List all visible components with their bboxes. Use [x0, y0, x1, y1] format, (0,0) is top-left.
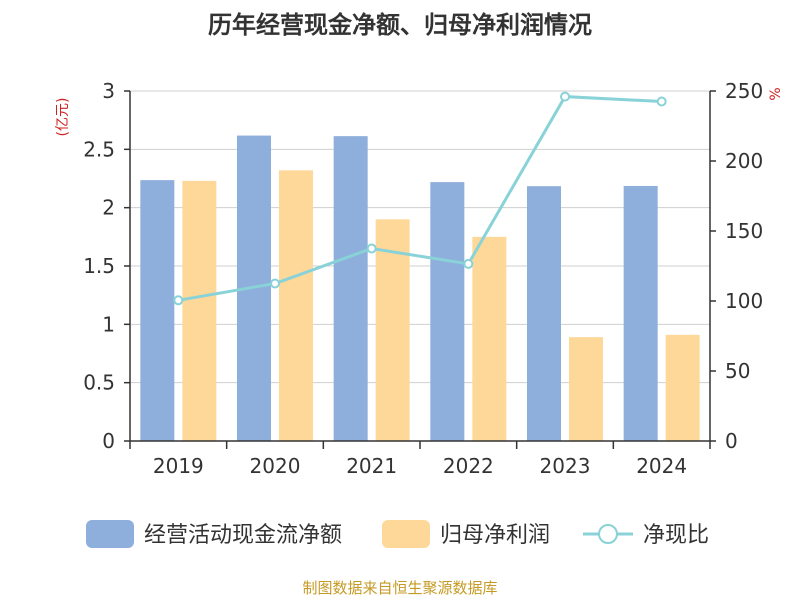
bars [140, 135, 700, 442]
left-tick-label: 3 [102, 79, 115, 103]
bar-net-profit [375, 219, 410, 441]
line-series [173, 91, 667, 306]
right-tick-label: 200 [725, 149, 763, 173]
bar-net-profit [182, 180, 217, 442]
bar-cashflow [623, 185, 658, 441]
left-tick-label: 1.5 [83, 254, 115, 278]
x-tick-label: 2019 [153, 454, 204, 478]
grid [130, 90, 710, 442]
line-path [178, 95, 662, 302]
bar-net-profit [665, 334, 700, 441]
legend-label-ratio: 净现比 [643, 523, 709, 548]
bar-cashflow [430, 182, 465, 441]
legend-swatch-net-profit [382, 520, 430, 548]
bar-cashflow [333, 136, 368, 441]
line-point [560, 91, 570, 102]
legend-marker-ratio [598, 524, 618, 544]
left-tick-label: 2 [102, 196, 115, 220]
bar-cashflow [140, 180, 175, 441]
legend-label-net-profit: 归母净利润 [440, 523, 550, 548]
left-tick-label: 1 [102, 312, 115, 336]
left-tick-label: 0 [102, 429, 115, 453]
x-tick-label: 2021 [346, 454, 397, 478]
bar-cashflow [527, 186, 561, 441]
legend-swatch-cashflow [86, 520, 134, 548]
x-tick-label: 2024 [636, 454, 687, 478]
bar-net-profit [569, 337, 603, 441]
line-point [366, 243, 377, 254]
axes: 0 0.5 1 1.5 2 2.5 3 0 50 100 150 200 250 2019 2020 2021… [83, 79, 763, 478]
right-tick-label: 100 [725, 289, 763, 313]
left-tick-label: 2.5 [83, 137, 115, 161]
bar-net-profit [279, 170, 313, 442]
chart-title: 历年经营现金净额、归母净利润情况 [208, 11, 592, 39]
footer-source: 制图数据来自恒生聚源数据库 [302, 579, 497, 597]
right-tick-label: 0 [725, 429, 738, 453]
right-tick-label: 150 [725, 219, 763, 243]
line-point [173, 295, 184, 306]
line-point [270, 278, 280, 289]
right-tick-label: 50 [725, 359, 750, 383]
x-tick-label: 2020 [250, 454, 301, 478]
x-tick-label: 2023 [540, 454, 591, 478]
bar-net-profit [472, 236, 507, 441]
left-unit: (亿元) [55, 98, 71, 137]
right-unit: % [768, 87, 784, 100]
legend-label-cashflow: 经营活动现金流净额 [144, 523, 342, 548]
x-tick-label: 2022 [443, 454, 494, 478]
line-point [463, 258, 474, 269]
left-tick-label: 0.5 [83, 371, 115, 395]
line-point [656, 96, 667, 107]
right-tick-label: 250 [725, 79, 763, 103]
legend: 经营活动现金流净额 归母净利润 净现比 [86, 520, 709, 548]
